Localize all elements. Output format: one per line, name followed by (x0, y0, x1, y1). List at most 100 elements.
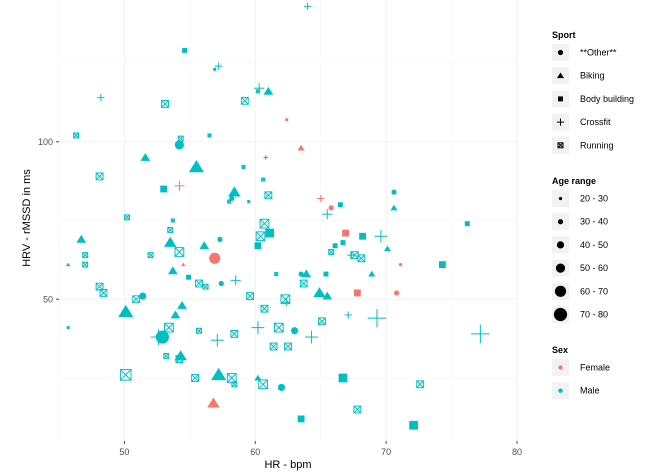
data-point (161, 100, 169, 108)
data-point (299, 279, 308, 288)
data-point (246, 292, 254, 301)
data-point (367, 308, 387, 328)
data-point (409, 420, 418, 430)
x-tick-label: 50 (119, 447, 129, 457)
data-point (170, 310, 181, 319)
legend-key-symbol (558, 388, 563, 393)
legend-label: 30 - 40 (580, 217, 608, 227)
legend-label: 20 - 30 (580, 194, 608, 204)
data-point (196, 327, 202, 334)
data-point (263, 155, 268, 160)
data-point (305, 330, 318, 344)
data-point (118, 304, 134, 318)
legend: Sport **Other** Biking Body building Crossfi… (552, 30, 634, 400)
data-point (391, 189, 397, 195)
y-axis-title: HRV - rMSSD in ms (21, 169, 33, 267)
data-point (290, 327, 299, 335)
data-point (188, 159, 204, 173)
legend-key-symbol (557, 219, 564, 225)
data-point (251, 321, 265, 335)
grid-lines (58, 0, 518, 441)
data-point (230, 329, 239, 338)
data-point (73, 132, 79, 139)
legend-label: Running (580, 140, 614, 150)
y-tick-label: 100 (38, 137, 53, 147)
legend-label: **Other** (580, 48, 617, 58)
data-point (211, 367, 227, 381)
data-point (195, 279, 203, 288)
data-point (132, 295, 141, 304)
data-point (269, 342, 278, 351)
data-point (177, 301, 187, 309)
x-tick-label: 80 (512, 447, 522, 457)
legend-label: 60 - 70 (580, 286, 608, 296)
data-point (66, 326, 70, 330)
data-point (167, 266, 178, 275)
data-point (301, 269, 312, 278)
data-point (261, 177, 266, 182)
data-point (342, 229, 349, 237)
legend-title: Sex (552, 345, 568, 355)
data-point (160, 185, 168, 193)
legend-label: Body building (580, 94, 634, 104)
data-point (181, 262, 186, 267)
data-point (174, 180, 185, 191)
x-axis-ticks: 50 60 70 80 (119, 441, 522, 457)
data-point (283, 298, 291, 307)
legend-key-symbol (558, 96, 563, 102)
legend-key-symbol (556, 72, 565, 79)
data-point (255, 231, 266, 242)
data-point (464, 221, 470, 227)
x-tick-label: 60 (250, 447, 260, 457)
legend-group-sport: Sport **Other** Biking Body building Crossfi… (552, 30, 634, 154)
legend-label: 50 - 60 (580, 263, 608, 273)
data-point (332, 243, 338, 249)
data-point (254, 242, 262, 250)
data-point (390, 204, 398, 211)
data-point (140, 153, 151, 161)
legend-key-symbol (558, 196, 563, 201)
data-point (258, 379, 269, 390)
data-point (254, 374, 262, 381)
legend-group-sex: Sex Female Male (552, 345, 610, 400)
data-point (274, 272, 279, 277)
data-point (95, 282, 104, 291)
data-point (215, 62, 223, 70)
data-point (328, 205, 334, 211)
data-point (303, 2, 312, 10)
data-point (210, 333, 224, 347)
data-point (167, 226, 174, 233)
data-point (359, 232, 367, 240)
data-point (217, 236, 223, 242)
data-point (241, 164, 246, 169)
data-point (227, 199, 232, 204)
data-point (155, 330, 169, 344)
legend-label: Crossfit (580, 117, 611, 127)
data-point (322, 209, 333, 220)
data-point (416, 380, 425, 389)
data-point (338, 373, 348, 383)
data-point (66, 262, 71, 267)
data-point (119, 369, 132, 381)
data-point (260, 304, 269, 313)
data-point (322, 291, 333, 300)
data-point (353, 405, 362, 414)
data-point (368, 270, 376, 277)
data-point (328, 249, 335, 255)
data-point (264, 191, 273, 200)
legend-key-symbol (557, 142, 564, 149)
legend-key-symbol (556, 118, 565, 126)
data-point (213, 67, 217, 71)
data-point (202, 283, 209, 290)
data-point (285, 118, 289, 122)
data-point (99, 289, 108, 297)
data-point (318, 317, 326, 326)
data-point (374, 229, 388, 243)
data-point (191, 374, 200, 382)
data-point (174, 247, 185, 257)
data-point (139, 292, 147, 300)
data-point (313, 287, 326, 298)
data-point (124, 214, 131, 221)
data-point (207, 397, 220, 408)
